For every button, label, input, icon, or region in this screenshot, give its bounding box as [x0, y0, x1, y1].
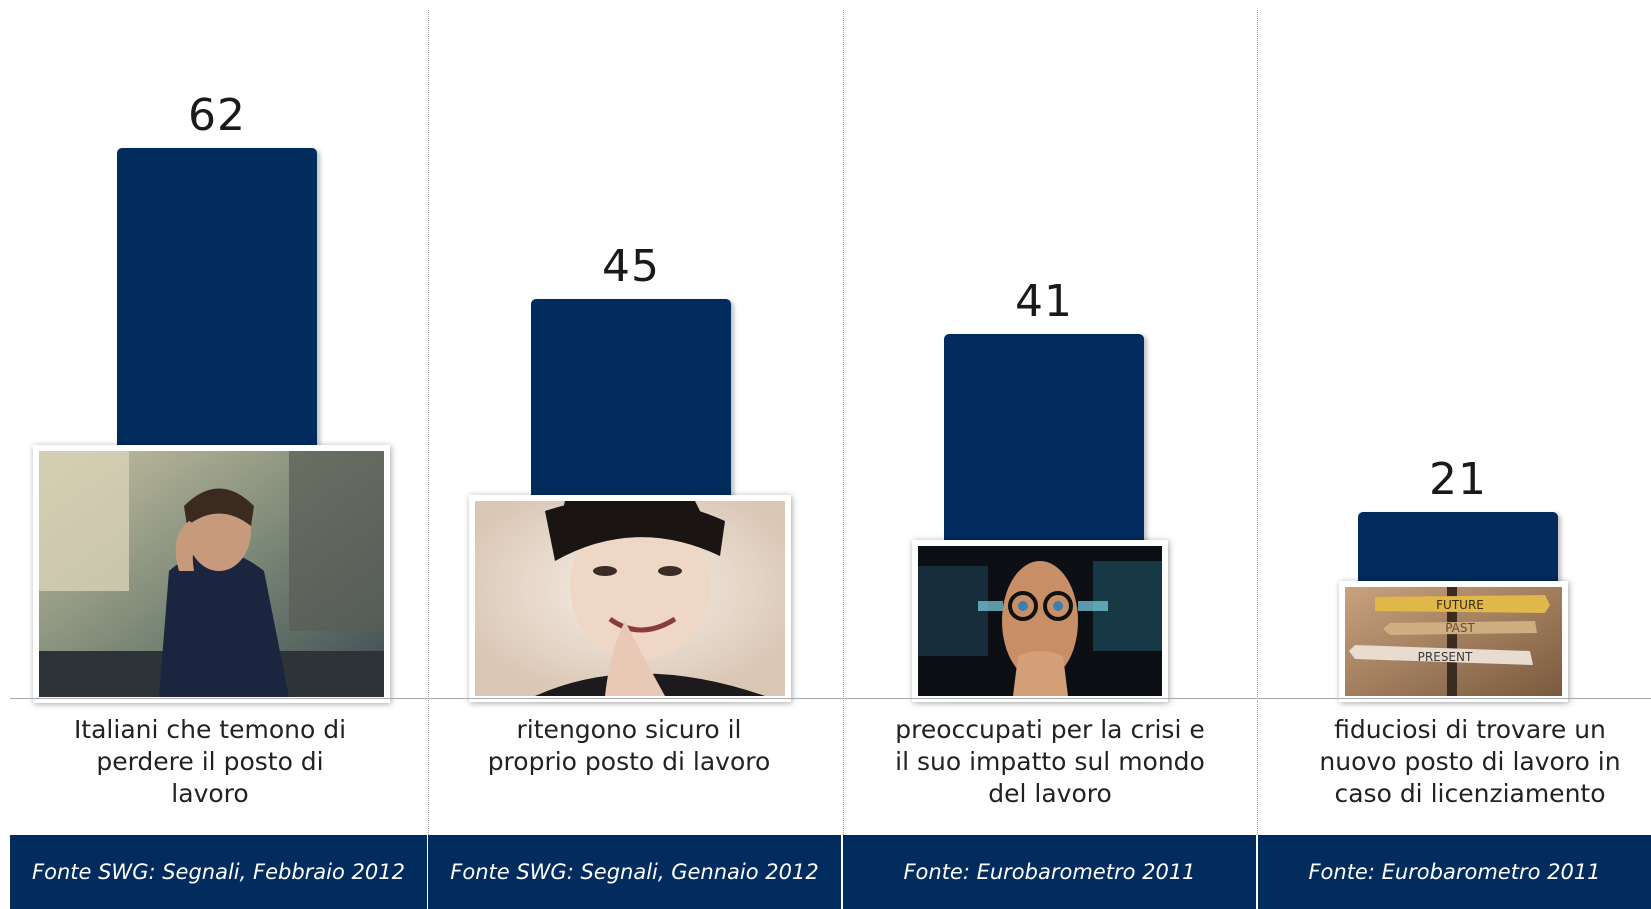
data-label-4: 21 [1429, 453, 1487, 505]
source-banner-3: Fonte: Eurobarometro 2011 [843, 835, 1256, 909]
chart-baseline [10, 698, 1651, 699]
sign-word-present: PRESENT [1418, 650, 1473, 664]
source-banner-2: Fonte SWG: Segnali, Gennaio 2012 [428, 835, 841, 909]
column-divider [428, 10, 429, 835]
data-label-3: 41 [1015, 276, 1073, 328]
sign-word-past: PAST [1445, 621, 1475, 635]
worried-man-photo [33, 445, 390, 703]
sign-word-future: FUTURE [1436, 598, 1484, 612]
category-label-1: Italiani che temono di perdere il posto … [73, 715, 347, 808]
data-label-2: 45 [602, 240, 660, 292]
anxious-man-photo [912, 540, 1168, 702]
column-divider [843, 10, 844, 835]
data-label-1: 62 [188, 90, 246, 141]
source-banner-1: Fonte SWG: Segnali, Febbraio 2012 [10, 835, 427, 909]
smiling-woman-photo [469, 495, 791, 702]
column-divider [1257, 10, 1258, 835]
category-label-4: fiduciosi di trovare un nuovo posto di l… [1319, 715, 1621, 808]
category-label-3: preoccupati per la crisi e il suo impatt… [895, 715, 1205, 808]
signpost-photo: FUTURE PAST PRESENT [1339, 581, 1568, 702]
source-banner-4: Fonte: Eurobarometro 2011 [1258, 835, 1651, 909]
category-label-2: ritengono sicuro il proprio posto di lav… [487, 715, 771, 776]
